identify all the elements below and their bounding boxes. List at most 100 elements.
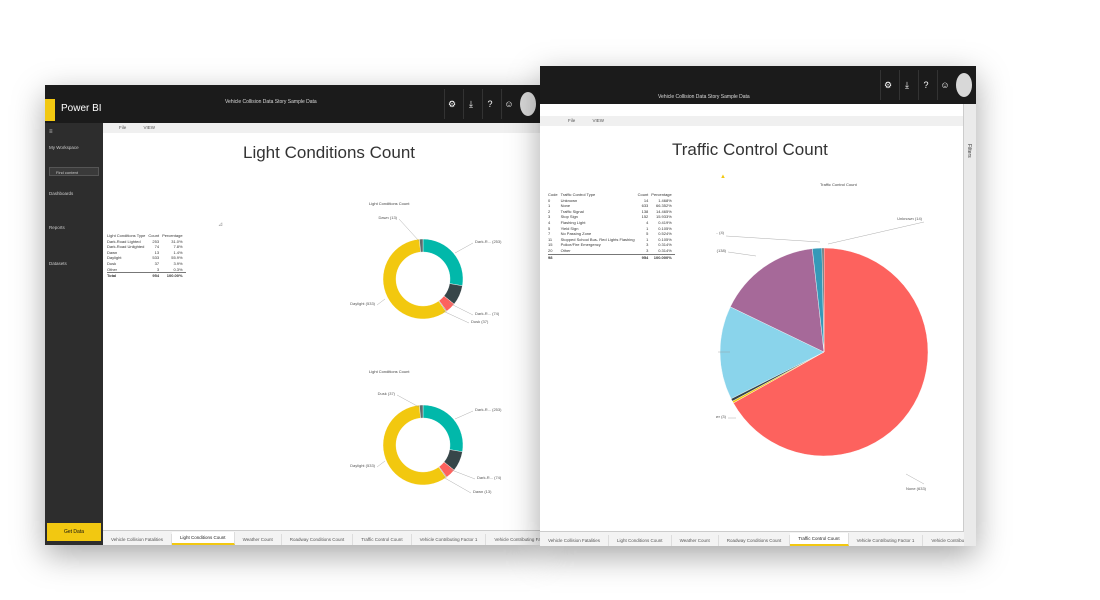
nav-dashboards[interactable]: Dashboards: [49, 191, 74, 196]
report-canvas: Light Conditions Count ⊿ Light Condition…: [103, 133, 540, 531]
warning-icon[interactable]: ▲: [720, 174, 726, 180]
label-leader-line: [727, 251, 757, 257]
view-menu[interactable]: VIEW: [592, 118, 605, 123]
tab-page[interactable]: Light Conditions Count: [609, 535, 672, 546]
gear-icon[interactable]: ⚙: [444, 89, 459, 119]
tab-page[interactable]: Vehicle Contributing Factor 1: [849, 535, 924, 546]
table-row: 5 Yield Sign 1 0.105%: [548, 226, 675, 232]
tab-page[interactable]: Roadway Conditions Count: [282, 534, 354, 545]
smiley-icon[interactable]: ☺: [937, 70, 952, 100]
table-cell: 3: [156, 266, 160, 272]
nav-my-workspace[interactable]: My Workspace: [49, 145, 79, 150]
tab-page[interactable]: Weather Count: [235, 534, 282, 545]
table-cell: Other: [107, 266, 118, 272]
table-cell: 954: [637, 253, 652, 261]
tab-page[interactable]: Vehicle Collision Fatalities: [103, 534, 173, 545]
table-cell: 66.352%: [655, 203, 672, 209]
table-row: 0 Unknown 14 1.468%: [548, 198, 675, 204]
data-label: Dawn (13): [473, 489, 492, 494]
table-row: 2 Traffic Signal 138 14.465%: [548, 209, 675, 215]
table-cell: Yield Sign: [560, 225, 579, 231]
hamburger-icon[interactable]: ≡: [49, 129, 53, 135]
filters-label: Filters: [966, 144, 972, 158]
label-leader-line: [442, 476, 472, 494]
pie-slice-dawn[interactable]: [419, 238, 424, 253]
table-cell: Stopped School Bus- Red Lights Flashing: [560, 236, 635, 242]
pie-slice-police-fire-emergency[interactable]: [821, 247, 825, 353]
traffic-control-table: Code Traffic Control Type Count Percenta…: [548, 192, 675, 261]
label-leader-line: [442, 310, 470, 324]
table-cell: 0.105%: [658, 225, 672, 231]
pie-slice-dawn[interactable]: [419, 404, 424, 419]
tab-page[interactable]: Vehicle Contributing Factor 2: [923, 535, 964, 546]
table-cell: 5: [548, 225, 551, 231]
table-cell: Police/Fire Emergency: [560, 242, 601, 248]
file-menu[interactable]: File: [568, 118, 576, 123]
label-leader-line: [376, 460, 386, 468]
top-bar: Vehicle Collision Data Story Sample Data…: [540, 66, 976, 104]
tab-page[interactable]: Vehicle Contributing Factor 2: [486, 534, 540, 545]
traffic-control-pie: Unknown (14) Flashin... (4) Traffic Si... …: [716, 216, 929, 491]
table-cell: 31.0%: [171, 238, 183, 244]
table-cell: 15.933%: [655, 214, 672, 220]
download-icon[interactable]: ⤓: [463, 89, 478, 119]
table-cell: 15: [548, 242, 553, 248]
file-menu[interactable]: File: [119, 125, 127, 130]
pie-slice-daylight[interactable]: [382, 238, 447, 320]
pie-slice-traffic-signal[interactable]: [719, 306, 825, 400]
table-cell: [560, 253, 638, 261]
col-header: Light Conditions Type: [107, 233, 146, 238]
tab-page[interactable]: Light Conditions Count: [172, 532, 235, 545]
get-data-button[interactable]: Get Data: [47, 523, 101, 541]
report-title: Light Conditions Count: [243, 143, 416, 162]
report-canvas: Traffic Control Count ▲ Code Traffic Con…: [540, 126, 964, 532]
search-input[interactable]: Find content: [49, 167, 99, 176]
table-cell: 3: [646, 247, 649, 253]
tab-page[interactable]: Traffic Control Count: [353, 534, 412, 545]
table-cell: Dark-Road Lighted: [107, 238, 141, 244]
pie-slice-stop-sign[interactable]: [730, 248, 825, 353]
top-icons: ⚙ ⤓ ? ☺: [444, 89, 536, 119]
download-icon[interactable]: ⤓: [899, 70, 914, 100]
table-cell: 3.9%: [173, 260, 183, 266]
view-menu[interactable]: VIEW: [143, 125, 156, 130]
data-label: Dark-R... (74): [477, 475, 502, 480]
pie-slice-dark-road-lighted[interactable]: [422, 404, 464, 453]
help-icon[interactable]: ?: [918, 70, 933, 100]
table-cell: None: [560, 203, 571, 209]
table-cell: 37: [154, 260, 160, 266]
data-label: Unknown (14): [897, 216, 923, 221]
table-cell: 7.8%: [173, 244, 183, 250]
pie-slice-dark-road-lighted[interactable]: [422, 238, 464, 287]
report-title: Traffic Control Count: [672, 140, 828, 159]
table-cell: 1.468%: [658, 197, 672, 203]
help-icon[interactable]: ?: [482, 89, 497, 119]
table-cell: 0.314%: [658, 242, 672, 248]
tab-page[interactable]: Traffic Control Count: [790, 533, 849, 546]
nav-datasets[interactable]: Datasets: [49, 261, 67, 266]
nav-reports[interactable]: Reports: [49, 225, 65, 230]
label-leader-line: [448, 468, 476, 480]
tab-page[interactable]: Weather Count: [672, 535, 719, 546]
report-window-light-conditions: Power BI Vehicle Collision Data Story Sa…: [45, 85, 540, 545]
data-label: Other (3): [716, 414, 727, 419]
smiley-icon[interactable]: ☺: [501, 89, 516, 119]
avatar[interactable]: [956, 73, 972, 97]
table-cell: Total: [107, 272, 149, 279]
tab-page[interactable]: Vehicle Collision Fatalities: [540, 535, 610, 546]
gear-icon[interactable]: ⚙: [880, 70, 895, 100]
table-row: Daylight 533 55.9%: [107, 255, 186, 261]
filters-pane[interactable]: Filters: [963, 104, 976, 546]
table-cell: 4: [548, 219, 551, 225]
pie-slice-none[interactable]: [733, 247, 929, 457]
table-cell: 13: [154, 249, 160, 255]
avatar[interactable]: [520, 92, 536, 116]
table-cell: 74: [154, 244, 160, 250]
tab-page[interactable]: Roadway Conditions Count: [719, 535, 791, 546]
table-cell: 1: [548, 203, 551, 209]
page-tabs: Vehicle Collision Fatalities Light Condit…: [103, 530, 540, 545]
table-cell: 55.9%: [171, 255, 183, 261]
pin-icon[interactable]: ⊿: [218, 222, 224, 228]
tab-page[interactable]: Vehicle Contributing Factor 1: [412, 534, 487, 545]
app-launcher-icon[interactable]: [45, 99, 55, 121]
